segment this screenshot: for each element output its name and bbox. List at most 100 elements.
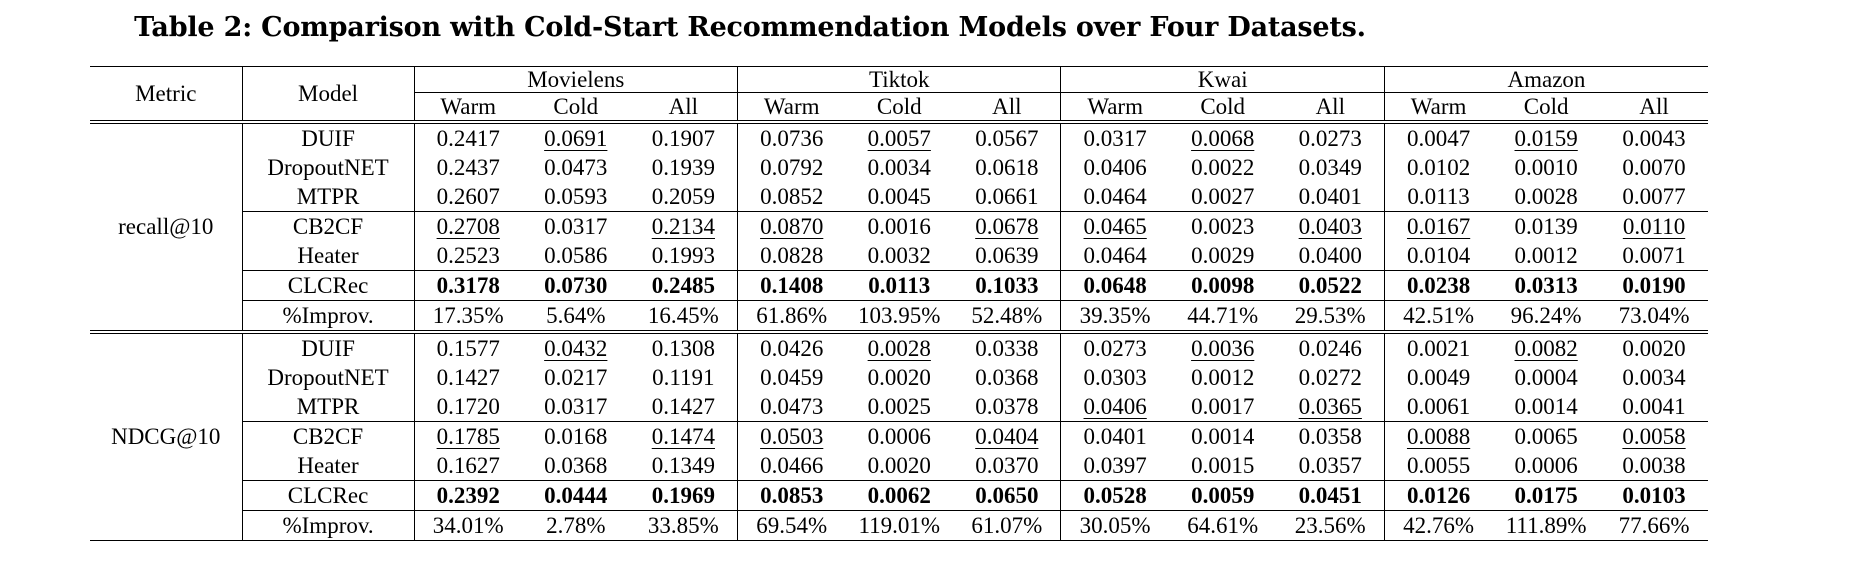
cell-value: 0.0618: [975, 154, 1039, 180]
table-cell: 0.0102: [1383, 153, 1493, 182]
table-cell: 0.1474: [629, 421, 738, 451]
table-cell: 0.2437: [413, 153, 522, 182]
model-name: DUIF: [241, 332, 415, 363]
table-cell: 0.0401: [1060, 421, 1169, 451]
table-cell: 0.0062: [845, 480, 954, 511]
table-cell: 0.0365: [1277, 392, 1385, 422]
cell-value: 0.1627: [436, 452, 500, 478]
cell-value: 0.0426: [760, 335, 824, 361]
table-cell: 0.0175: [1492, 480, 1601, 511]
table-cell: 0.0014: [1492, 392, 1600, 422]
table-cell: 0.0792: [737, 153, 846, 182]
cell-value: 0.0238: [1406, 272, 1471, 298]
cell-value: 0.1427: [436, 364, 500, 390]
cell-value: 0.0338: [975, 335, 1039, 361]
model-name: DropoutNET: [241, 153, 415, 182]
cell-value: 0.0047: [1406, 125, 1471, 151]
table-cell: 0.0246: [1277, 332, 1385, 363]
cell-value: 52.48%: [971, 302, 1043, 328]
cell-value: 0.0034: [1622, 364, 1686, 390]
cell-value: 16.45%: [647, 302, 719, 328]
table-cell: 16.45%: [629, 300, 738, 334]
table-row: MTPR 0.2607 0.0593 0.2059 0.0852 0.0045 0.0661…: [90, 182, 1708, 212]
split-header-warm: Warm: [737, 92, 846, 124]
table-cell: 0.1033: [953, 270, 1061, 301]
cell-value: 0.1427: [651, 393, 715, 419]
cell-value: 0.2392: [436, 482, 500, 508]
table-cell: 0.0357: [1277, 451, 1385, 481]
table-cell: 0.0238: [1383, 270, 1493, 301]
table-cell: 0.0378: [953, 392, 1061, 422]
cell-value: 0.0113: [868, 272, 931, 298]
table-cell: 0.0020: [1600, 332, 1708, 363]
cell-value: 0.0012: [1514, 242, 1578, 268]
table-cell: 0.0077: [1600, 182, 1708, 212]
table-cell: 0.0028: [845, 332, 953, 363]
cell-value: 0.0113: [1407, 183, 1470, 209]
cell-value: 0.0317: [1083, 125, 1147, 151]
cell-value: 0.0038: [1622, 452, 1686, 478]
table-cell: 0.1427: [630, 392, 738, 422]
cell-value: 0.0852: [760, 183, 824, 209]
table-cell: 0.0028: [1492, 182, 1600, 212]
table-cell: 0.0032: [845, 241, 953, 271]
table-cell: 0.0618: [953, 153, 1061, 182]
cell-value: 0.0853: [760, 482, 824, 508]
cell-value: 0.0110: [1622, 213, 1686, 239]
split-header-warm: Warm: [413, 92, 522, 124]
table-cell: 0.0586: [522, 241, 630, 271]
cell-value: 0.1474: [651, 423, 715, 449]
table-cell: 0.0368: [522, 451, 630, 481]
table-cell: 0.0025: [845, 392, 953, 422]
cell-value: 0.0020: [1622, 335, 1686, 361]
table-row: DropoutNET 0.1427 0.0217 0.1191 0.0459 0.0020…: [90, 363, 1708, 392]
cell-value: 0.0049: [1406, 364, 1471, 390]
table-cell: 0.0041: [1600, 392, 1708, 422]
table-cell: 0.0088: [1383, 421, 1493, 451]
table-cell: 52.48%: [953, 300, 1061, 334]
cell-value: 0.0368: [544, 452, 608, 478]
table-cell: 0.0451: [1276, 480, 1385, 511]
cell-value: 0.0012: [1191, 364, 1255, 390]
cell-value: 0.0071: [1622, 242, 1686, 268]
cell-value: 0.0528: [1083, 482, 1147, 508]
cell-value: 0.0370: [975, 452, 1039, 478]
cell-value: 0.0190: [1622, 272, 1686, 298]
results-table-container: Metric Model Movielens Tiktok Kwai Amazo…: [90, 66, 1708, 541]
cell-value: 0.0586: [544, 242, 608, 268]
cell-value: 96.24%: [1510, 302, 1582, 328]
cell-value: 0.0465: [1083, 213, 1147, 239]
cell-value: 0.0401: [1083, 423, 1147, 449]
table-cell: 0.0567: [953, 122, 1061, 153]
table-cell: 0.0023: [1168, 211, 1277, 241]
table-cell: 0.0358: [1276, 421, 1385, 451]
dataset-header-amazon: Amazon: [1383, 66, 1708, 93]
table-cell: 0.0466: [737, 451, 846, 481]
model-name: %Improv.: [241, 510, 415, 541]
cell-value: 0.0055: [1406, 452, 1471, 478]
table-cell: 0.0004: [1492, 363, 1600, 392]
table-cell: 0.0852: [737, 182, 846, 212]
model-header: Model: [241, 66, 415, 124]
table-row: %Improv. 34.01% 2.78% 33.85% 69.54% 119.01% 61…: [90, 510, 1708, 541]
dataset-header-kwai: Kwai: [1060, 66, 1385, 93]
cell-value: 0.0036: [1191, 335, 1255, 361]
cell-value: 0.0403: [1298, 213, 1362, 239]
table-cell: 0.2417: [413, 122, 522, 153]
cell-value: 30.05%: [1079, 512, 1151, 538]
table-cell: 0.0015: [1169, 451, 1277, 481]
table-cell: 0.0593: [522, 182, 630, 212]
cell-value: 0.0217: [544, 364, 608, 390]
cell-value: 0.1785: [436, 423, 500, 449]
cell-value: 0.1907: [651, 125, 715, 151]
table-cell: 96.24%: [1492, 300, 1601, 334]
cell-value: 0.0404: [975, 423, 1039, 449]
model-name: Heater: [241, 451, 415, 481]
cell-value: 0.0349: [1298, 154, 1362, 180]
table-cell: 0.0020: [845, 451, 953, 481]
table-cell: 0.0022: [1169, 153, 1277, 182]
table-cell: 0.0036: [1169, 332, 1277, 363]
table-cell: 0.0110: [1600, 211, 1708, 241]
table-cell: 0.0828: [737, 241, 846, 271]
cell-value: 0.0025: [867, 393, 931, 419]
